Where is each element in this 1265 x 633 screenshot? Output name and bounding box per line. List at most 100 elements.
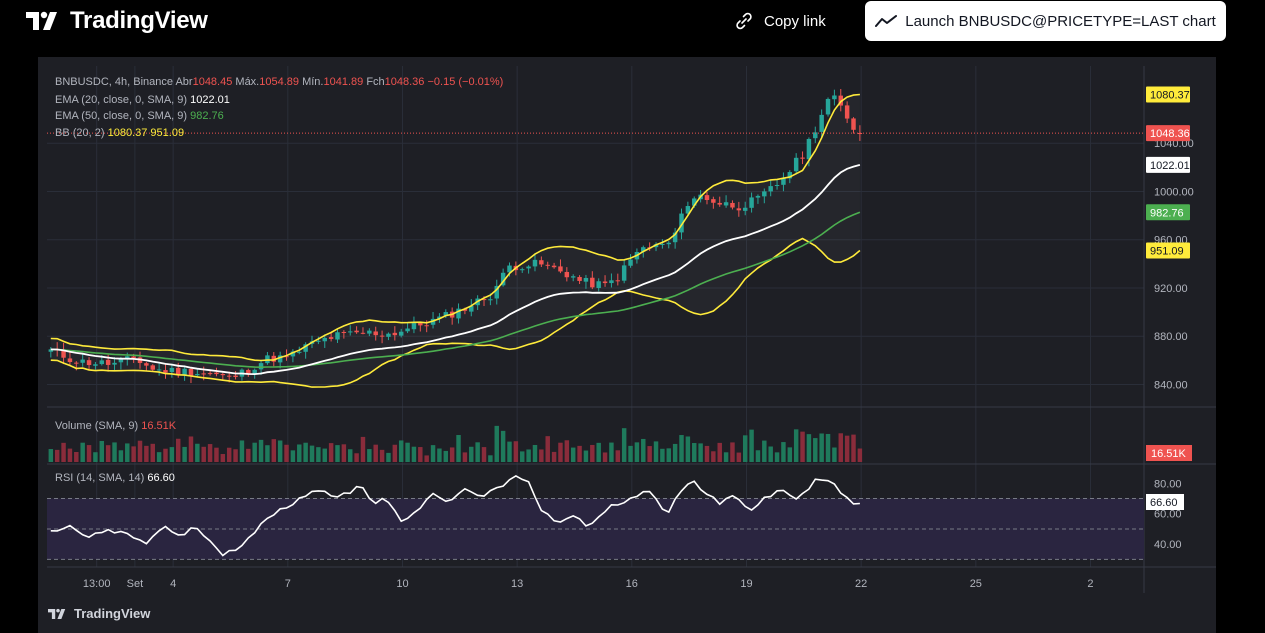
volume-bar: [411, 446, 417, 462]
volume-bar: [430, 445, 436, 462]
volume-bar: [857, 448, 863, 462]
candle-body: [672, 232, 678, 243]
volume-bar: [437, 448, 442, 462]
volume-bar: [418, 447, 423, 462]
price-chart[interactable]: 1040.001000.00960.00920.00880.00840.0080…: [38, 57, 1216, 633]
candle-body: [220, 374, 226, 376]
candle-body: [851, 118, 856, 130]
volume-bar: [348, 449, 353, 462]
volume-bar: [500, 430, 506, 462]
volume-bar: [558, 442, 563, 462]
volume-bar: [494, 425, 499, 462]
tradingview-logo-icon: [26, 11, 57, 30]
candle-body: [532, 259, 538, 267]
volume-bar: [398, 440, 404, 462]
copy-link-button[interactable]: Copy link: [734, 9, 826, 33]
candle-body: [717, 202, 722, 205]
time-tick-label: Set: [127, 578, 144, 590]
footer-logo[interactable]: TradingView: [48, 606, 150, 621]
volume-bar: [226, 447, 232, 462]
volume-bar: [666, 448, 671, 462]
volume-bar: [672, 443, 678, 462]
bb-upper-line: [50, 93, 860, 362]
volume-bar: [570, 447, 576, 462]
price-tick-label: 840.00: [1154, 379, 1188, 391]
volume-bar: [207, 444, 213, 462]
volume-bar: [258, 439, 264, 462]
candle-body: [316, 340, 321, 342]
volume-bar: [322, 448, 327, 462]
candle-body: [156, 369, 162, 371]
volume-bar: [220, 454, 226, 462]
volume-bar: [647, 446, 652, 462]
candle-body: [685, 206, 691, 214]
candle-body: [558, 266, 563, 272]
volume-bar: [341, 444, 347, 462]
tradingview-logo-icon: [48, 608, 66, 619]
volume-bar: [265, 445, 270, 462]
volume-bar: [520, 451, 525, 462]
candle-body: [819, 114, 824, 132]
volume-bar: [150, 443, 155, 462]
candle-body: [774, 184, 780, 186]
candle-body: [169, 367, 175, 373]
candle-body: [443, 312, 449, 316]
candle-body: [112, 362, 117, 365]
candle-body: [80, 359, 85, 363]
candle-body: [233, 375, 238, 378]
candle-body: [666, 242, 671, 245]
candle-body: [290, 351, 296, 357]
volume-bar: [583, 450, 589, 462]
price-label-badge-last: [1146, 125, 1190, 142]
price-label-bb: 951.09: [1150, 245, 1184, 257]
volume-bar: [176, 438, 181, 462]
candle-body: [258, 363, 264, 370]
volume-bar: [163, 448, 168, 462]
volume-bar: [54, 449, 60, 462]
candle-body: [418, 322, 423, 326]
volume-bar: [577, 445, 582, 462]
time-tick-label: 7: [285, 578, 291, 590]
volume-bar: [335, 445, 340, 462]
candle-body: [398, 331, 404, 336]
bb-legend: BB (20, 2) 1080.37 951.09: [55, 127, 184, 139]
candle-body: [551, 265, 557, 268]
candle-body: [207, 373, 213, 375]
time-tick-label: 25: [970, 578, 982, 590]
candle-body: [583, 277, 589, 282]
volume-bar: [80, 442, 85, 462]
volume-bar: [328, 443, 334, 462]
chart-widget[interactable]: 1040.00 1000.00 960.00 920.00 880.00 840.00 80…: [38, 57, 1216, 633]
volume-bar: [742, 435, 748, 462]
rsi-last-label: 66.60: [1150, 497, 1178, 509]
volume-bar: [774, 452, 780, 462]
volume-bar: [125, 443, 130, 462]
candle-body: [105, 359, 111, 365]
volume-bar: [851, 434, 856, 462]
volume-bar: [832, 447, 837, 462]
candle-body: [67, 358, 73, 363]
candle-body: [736, 208, 742, 211]
volume-bar: [456, 435, 461, 462]
candle-body: [360, 332, 366, 334]
volume-bar: [800, 431, 805, 462]
price-label-badge-bb: [1146, 242, 1190, 259]
volume-bar: [787, 447, 793, 462]
volume-bar: [67, 448, 73, 462]
candle-body: [609, 280, 614, 284]
price-label-bb: 1080.37: [1150, 90, 1190, 102]
tradingview-logo[interactable]: TradingView: [26, 6, 208, 36]
candle-body: [74, 362, 79, 364]
volume-bar: [99, 440, 105, 462]
candle-body: [755, 195, 761, 198]
volume-bar: [392, 444, 398, 462]
candle-body: [163, 370, 168, 373]
candle-body: [742, 207, 748, 211]
candle-body: [507, 265, 512, 273]
launch-chart-button[interactable]: Launch BNBUSDC@PRICETYPE=LAST chart: [865, 1, 1226, 41]
candle-body: [749, 197, 754, 208]
price-tick-label: 1040.00: [1154, 138, 1194, 150]
volume-bar: [634, 442, 640, 462]
candle-body: [500, 272, 506, 286]
volume-bar: [698, 443, 703, 462]
